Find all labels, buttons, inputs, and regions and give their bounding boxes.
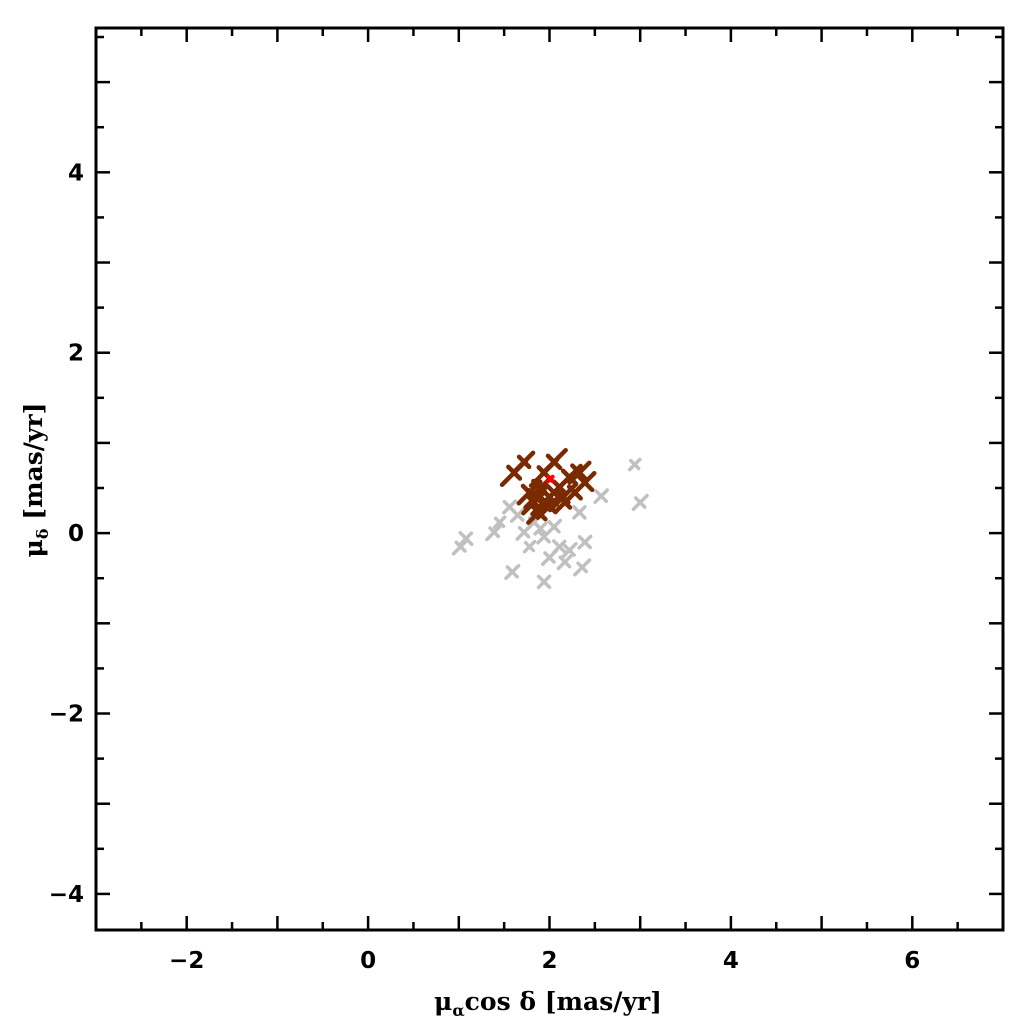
x-tick-label: −2 [169,948,204,974]
y-tick-label: 2 [68,341,84,367]
data-point [509,507,526,523]
data-point [545,518,563,535]
data-point [546,474,555,484]
data-point [577,534,593,550]
data-points [451,447,649,590]
x-tick-label: 2 [541,948,557,974]
data-point [485,523,504,542]
y-tick-label: −4 [49,882,84,908]
data-point [458,531,474,546]
x-axis-label: μαcos δ [mas/yr] [434,987,662,1020]
data-point [526,499,552,525]
data-point [572,505,587,520]
x-tick-label: 6 [904,948,920,974]
data-point [573,470,597,495]
data-point [540,447,568,476]
data-point [535,492,564,520]
data-point [573,558,592,577]
data-point [536,574,552,590]
data-point [451,537,470,556]
data-point [504,563,521,580]
data-point [532,521,548,537]
y-tick-labels: −4 −2 0 2 4 [49,160,84,908]
x-tick-labels: −2 0 2 4 6 [169,948,920,974]
data-point [627,457,642,472]
x-tick-label: 4 [723,948,739,974]
plot-frame [94,26,1005,932]
data-point [522,539,537,554]
data-point [499,458,529,488]
y-tick-label: −2 [49,702,84,728]
y-tick-label: 0 [68,521,84,547]
data-point [561,541,578,559]
data-point [593,488,609,504]
data-point [567,460,592,485]
data-point [631,493,649,512]
x-tick-label: 0 [360,948,376,974]
data-point [540,548,559,567]
data-point [556,553,574,571]
y-axis-label: μδ [mas/yr] [19,403,52,558]
data-point [523,484,549,510]
y-tick-label: 4 [68,160,84,186]
